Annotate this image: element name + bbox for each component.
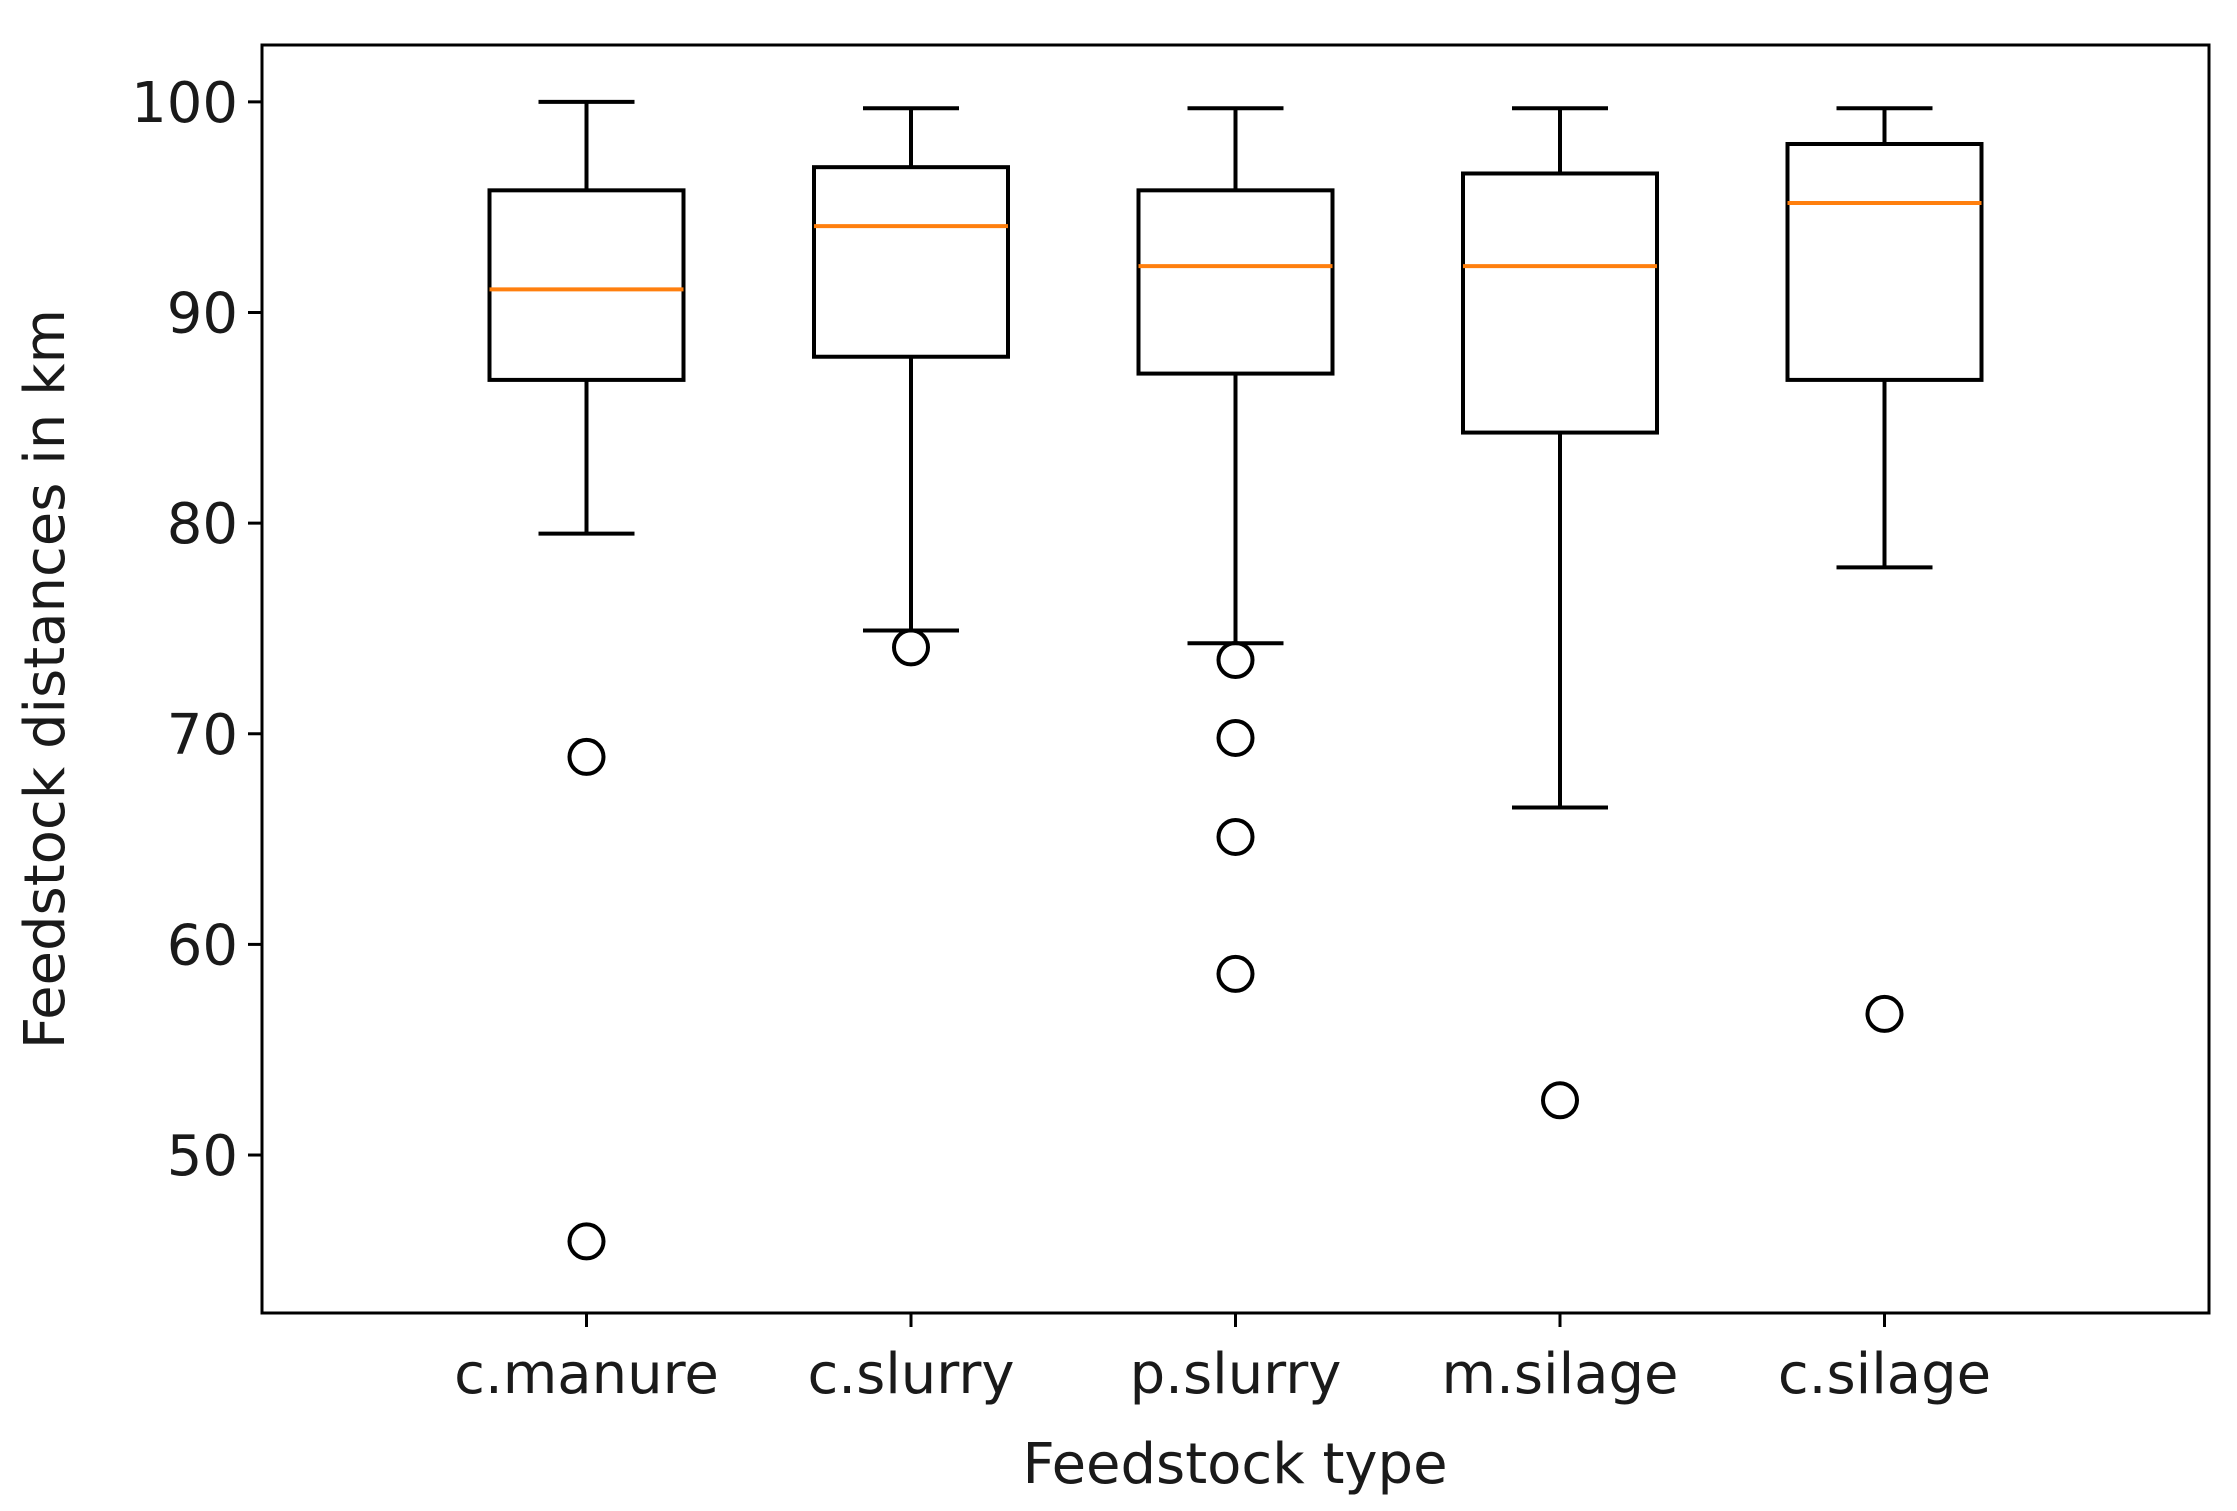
iqr-box [812, 165, 1010, 359]
box-group-m-silage [1461, 106, 1659, 1120]
x-tick-label: c.manure [454, 1342, 719, 1407]
outlier-point [1216, 954, 1255, 993]
x-axis-label: Feedstock type [1022, 1432, 1447, 1497]
x-tick-label: p.slurry [1130, 1342, 1342, 1407]
x-tick-label: c.silage [1778, 1342, 1991, 1407]
y-tick-label: 50 [167, 1124, 238, 1189]
outlier-point [1216, 718, 1255, 757]
y-tick-label: 100 [131, 71, 238, 136]
box-group-c-slurry [812, 106, 1010, 667]
x-tick-label: m.silage [1442, 1342, 1679, 1407]
outlier-point [1216, 641, 1255, 680]
y-tick-label: 90 [167, 282, 238, 347]
box-group-p-slurry [1136, 106, 1335, 993]
iqr-box [1785, 141, 1984, 382]
y-tick-label: 60 [167, 913, 238, 978]
outlier-point [1541, 1081, 1579, 1120]
box-group-c-silage [1785, 106, 1984, 1033]
y-tick-label: 80 [167, 492, 238, 557]
outlier-point [1865, 994, 1904, 1033]
x-tick-label: c.slurry [807, 1342, 1014, 1407]
box-group-c-manure [487, 99, 686, 1261]
outlier-point [567, 1222, 606, 1261]
outlier-point [567, 737, 606, 776]
iqr-box [1136, 188, 1335, 376]
plot-frame [260, 43, 2211, 1315]
y-axis-label: Feedstock distances in km [13, 309, 78, 1049]
iqr-box [487, 188, 686, 382]
y-tick-label: 70 [167, 703, 238, 768]
iqr-box [1461, 171, 1659, 435]
ticks-layer: c.manure c.slurry p.slurry m.silage c.silage… [131, 71, 1991, 1407]
outlier-point [1216, 817, 1255, 856]
boxes-layer [487, 99, 1984, 1261]
outlier-point [892, 628, 930, 667]
